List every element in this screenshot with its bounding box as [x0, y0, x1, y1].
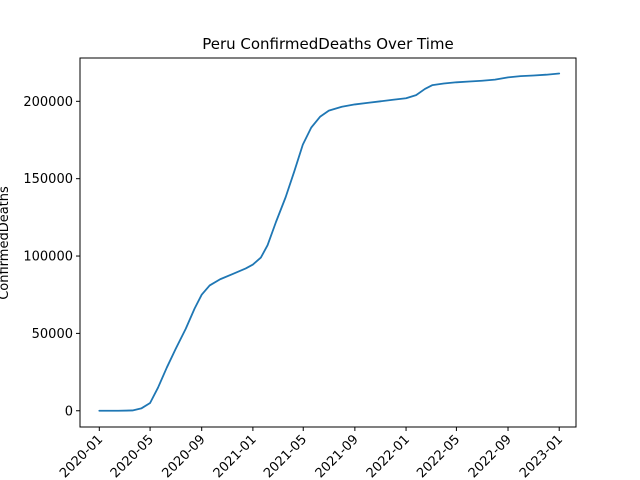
series-line: [98, 72, 561, 412]
chart-title: Peru ConfirmedDeaths Over Time: [202, 35, 454, 53]
y-tick-label: 200000: [23, 95, 73, 110]
axes-frame: [79, 57, 577, 428]
y-tick-label: 100000: [23, 250, 73, 265]
y-tick-label: 0: [65, 404, 73, 419]
y-tick-label: 150000: [23, 172, 73, 187]
y-axis-label: ConfirmedDeaths: [0, 186, 12, 300]
y-tick-label: 50000: [32, 327, 73, 342]
